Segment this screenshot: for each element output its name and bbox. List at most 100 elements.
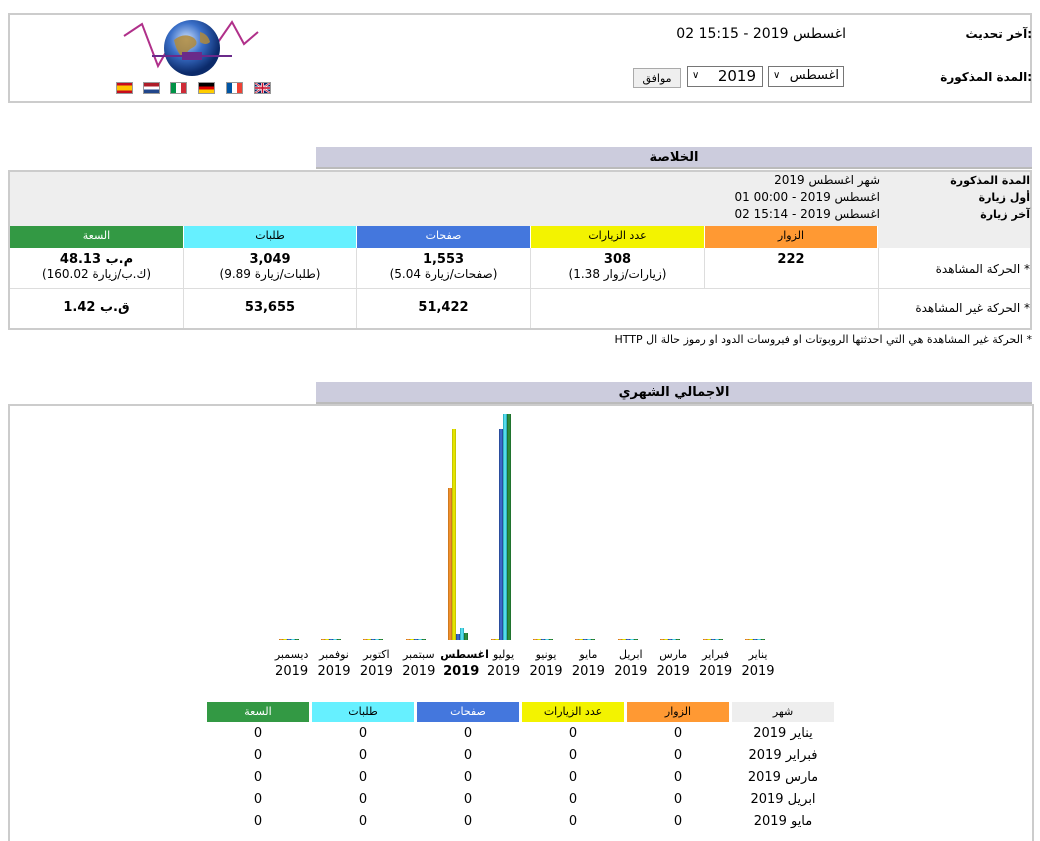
th-month: شهر bbox=[732, 702, 834, 722]
month-label: مايو 2019 bbox=[571, 648, 605, 679]
year-select[interactable]: ∨ 2019 bbox=[687, 66, 763, 87]
table-cell: 0 bbox=[568, 770, 578, 785]
month-label: نوفمبر 2019 bbox=[317, 648, 351, 679]
year-select-value: 2019 bbox=[717, 67, 756, 85]
chevron-down-icon: ∨ bbox=[692, 70, 700, 81]
month-label: يونيو 2019 bbox=[529, 648, 563, 679]
table-row-month: ابريل 2019 bbox=[750, 792, 816, 807]
spanish-flag-icon[interactable] bbox=[116, 82, 133, 94]
table-cell: 0 bbox=[673, 726, 683, 741]
th-visits: عدد الزيارات bbox=[522, 702, 624, 722]
period-meta-value: شهر اغسطس 2019 bbox=[774, 173, 880, 187]
month-select[interactable]: ∨ اغسطس bbox=[768, 66, 844, 87]
last-update-label: آخر تحديث: bbox=[965, 27, 1032, 41]
not-viewed-bandwidth: 1.42 ق.ب bbox=[63, 300, 130, 315]
table-cell: 0 bbox=[673, 770, 683, 785]
not-viewed-hits: 53,655 bbox=[244, 300, 296, 315]
row-divider bbox=[10, 288, 1030, 289]
table-cell: 0 bbox=[568, 814, 578, 829]
col-visits: عدد الزيارات bbox=[531, 226, 704, 248]
col-divider bbox=[183, 248, 184, 328]
period-meta-label: المدة المذكورة bbox=[950, 174, 1030, 187]
col-pages: صفحات bbox=[357, 226, 530, 248]
table-cell: 0 bbox=[253, 726, 263, 741]
th-bandwidth: السعة bbox=[207, 702, 309, 722]
table-cell: 0 bbox=[463, 792, 473, 807]
uk-flag-icon[interactable] bbox=[254, 82, 271, 94]
blank-header bbox=[878, 226, 1030, 248]
last-visit-value: 02 اغسطس 2019 - 15:14 bbox=[734, 207, 880, 221]
table-row-month: مارس 2019 bbox=[747, 770, 819, 785]
month-label: اكتوبر 2019 bbox=[359, 648, 393, 679]
viewed-visitors: 222 bbox=[777, 252, 805, 267]
col-hits: طلبات bbox=[184, 226, 356, 248]
month-label: سبتمبر 2019 bbox=[402, 648, 436, 679]
col-visitors: الزوار bbox=[705, 226, 877, 248]
th-visitors: الزوار bbox=[627, 702, 729, 722]
table-row-month: يناير 2019 bbox=[753, 726, 813, 741]
ok-button[interactable]: موافق bbox=[633, 68, 681, 88]
table-cell: 0 bbox=[463, 814, 473, 829]
col-divider bbox=[704, 248, 705, 288]
table-cell: 0 bbox=[358, 748, 368, 763]
awstats-logo bbox=[122, 18, 262, 78]
period-label: المدة المذكورة: bbox=[940, 70, 1032, 84]
header-panel bbox=[8, 13, 1032, 103]
not-viewed-traffic-label: الحركة غير المشاهدة * bbox=[915, 301, 1030, 315]
month-label: يناير 2019 bbox=[741, 648, 775, 679]
german-flag-icon[interactable] bbox=[198, 82, 215, 94]
monthly-title: الاجمالي الشهري bbox=[316, 382, 1032, 404]
not-viewed-pages: 51,422 bbox=[418, 300, 469, 315]
italian-flag-icon[interactable] bbox=[170, 82, 187, 94]
viewed-visits: 308 (1.38 زيارات/زوار) bbox=[568, 252, 667, 281]
globe-logo-icon bbox=[123, 20, 259, 76]
table-cell: 0 bbox=[568, 748, 578, 763]
table-cell: 0 bbox=[673, 748, 683, 763]
summary-panel bbox=[8, 170, 1032, 330]
table-cell: 0 bbox=[463, 726, 473, 741]
table-cell: 0 bbox=[253, 814, 263, 829]
table-cell: 0 bbox=[673, 792, 683, 807]
french-flag-icon[interactable] bbox=[226, 82, 243, 94]
last-visit-label: آخر زيارة bbox=[980, 208, 1030, 221]
table-cell: 0 bbox=[463, 748, 473, 763]
col-divider bbox=[530, 248, 531, 328]
table-cell: 0 bbox=[358, 792, 368, 807]
th-hits: طلبات bbox=[312, 702, 414, 722]
viewed-traffic-label: الحركة المشاهدة * bbox=[935, 262, 1030, 276]
col-divider bbox=[356, 248, 357, 328]
th-pages: صفحات bbox=[417, 702, 519, 722]
first-visit-label: أول زيارة bbox=[978, 191, 1030, 204]
dutch-flag-icon[interactable] bbox=[143, 82, 160, 94]
footnote: * الحركة غير المشاهدة هي التي احدثتها ال… bbox=[614, 333, 1033, 346]
col-divider bbox=[878, 248, 879, 328]
month-label: فبراير 2019 bbox=[699, 648, 733, 679]
chevron-down-icon: ∨ bbox=[773, 70, 781, 81]
table-cell: 0 bbox=[568, 792, 578, 807]
summary-title: الخلاصة bbox=[316, 147, 1032, 169]
month-label: يوليو 2019 bbox=[487, 648, 521, 679]
last-update-value: 02 اغسطس 2019 - 15:15 bbox=[676, 26, 846, 42]
table-cell: 0 bbox=[568, 726, 578, 741]
table-cell: 0 bbox=[253, 770, 263, 785]
viewed-hits: 3,049 (9.89 طلبات/زيارة) bbox=[219, 252, 321, 281]
col-bandwidth: السعة bbox=[10, 226, 183, 248]
first-visit-value: 01 اغسطس 2019 - 00:00 bbox=[734, 190, 880, 204]
month-label: مارس 2019 bbox=[656, 648, 690, 679]
table-row-month: فبراير 2019 bbox=[748, 748, 818, 763]
table-cell: 0 bbox=[253, 792, 263, 807]
table-cell: 0 bbox=[358, 726, 368, 741]
month-label: ابريل 2019 bbox=[614, 648, 648, 679]
summary-meta bbox=[10, 172, 1030, 226]
table-cell: 0 bbox=[358, 770, 368, 785]
monthly-chart-panel bbox=[8, 404, 1034, 841]
table-cell: 0 bbox=[673, 814, 683, 829]
viewed-bandwidth: 48.13 م.ب (160.02 ك.ب/زيارة) bbox=[41, 252, 152, 281]
month-select-value: اغسطس bbox=[789, 68, 839, 83]
table-cell: 0 bbox=[253, 748, 263, 763]
month-label: اغسطس 2019 bbox=[440, 648, 489, 679]
table-row-month: مايو 2019 bbox=[753, 814, 813, 829]
table-cell: 0 bbox=[463, 770, 473, 785]
viewed-pages: 1,553 (5.04 صفحات/زيارة) bbox=[389, 252, 498, 281]
table-cell: 0 bbox=[358, 814, 368, 829]
